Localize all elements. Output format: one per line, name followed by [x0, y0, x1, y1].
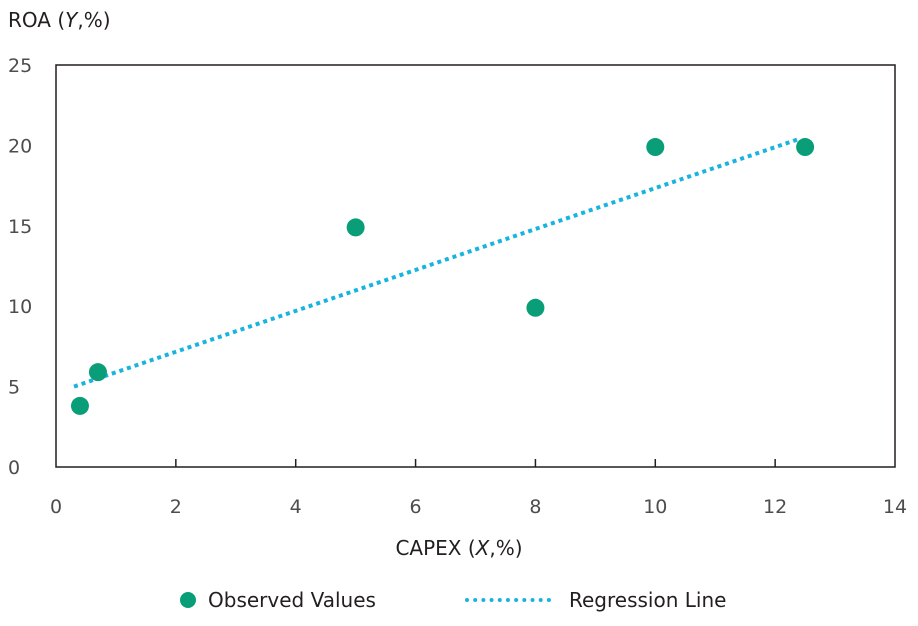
- x-tick-label: 14: [883, 496, 907, 518]
- regression-line: [73, 137, 800, 389]
- legend-label-observed: Observed Values: [208, 588, 376, 612]
- legend-dot-icon: [180, 592, 196, 608]
- y-tick-label: 25: [8, 55, 32, 77]
- x-tick-label: 10: [643, 496, 667, 518]
- y-tick-label: 20: [8, 135, 32, 157]
- y-tick-label: 15: [8, 216, 32, 238]
- observed-point: [646, 138, 665, 157]
- x-tick-label: 2: [170, 496, 182, 518]
- y-tick-label: 0: [8, 457, 20, 479]
- observed-point: [796, 138, 815, 157]
- regression-layer: [73, 137, 800, 389]
- legend-item-observed: Observed Values: [180, 588, 376, 612]
- x-axis-label: CAPEX (X,%): [395, 536, 523, 560]
- legend-label-regression: Regression Line: [569, 588, 727, 612]
- legend-item-regression: Regression Line: [465, 588, 726, 612]
- observed-point: [526, 298, 545, 317]
- x-tick-label: 0: [50, 496, 62, 518]
- legend-dotted-line-icon: [465, 598, 551, 602]
- y-tick-label: 5: [8, 377, 20, 399]
- y-axis-ticks: 0 5 10 15 20 25: [8, 55, 32, 479]
- observed-point: [88, 363, 107, 382]
- observed-point: [346, 218, 365, 237]
- x-tick-label: 6: [410, 496, 422, 518]
- observed-points-layer: [70, 138, 815, 415]
- x-tick-label: 8: [529, 496, 541, 518]
- x-axis-ticks: 0 2 4 6 8 10 12 14: [50, 459, 907, 518]
- legend: Observed Values Regression Line: [0, 588, 918, 618]
- plot-area-frame: [55, 64, 896, 468]
- x-tick-label: 4: [290, 496, 302, 518]
- y-axis-label: ROA (Y,%): [8, 8, 111, 32]
- observed-point: [70, 396, 89, 415]
- x-tick-label: 12: [763, 496, 787, 518]
- y-tick-label: 10: [8, 296, 32, 318]
